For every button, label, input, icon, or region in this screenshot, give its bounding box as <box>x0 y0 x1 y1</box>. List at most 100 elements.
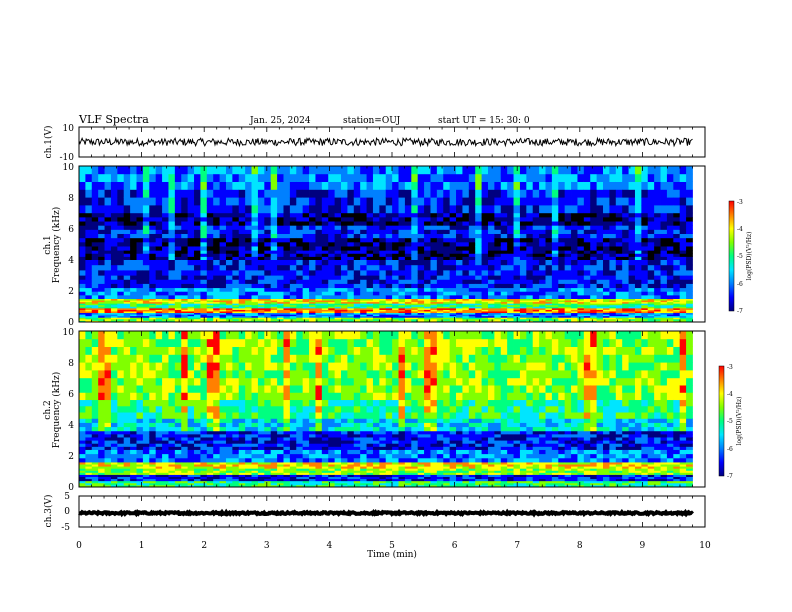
spectrogram-cell <box>104 320 112 323</box>
spectrogram-cell <box>213 221 220 226</box>
spectrogram-cell <box>123 303 131 306</box>
spectrogram-cell <box>251 241 259 247</box>
spectrogram-cell <box>372 291 380 296</box>
spectrogram-cell <box>117 354 125 363</box>
spectrogram-cell <box>481 264 489 271</box>
spectrogram-cell <box>564 294 572 299</box>
spectrogram-cell <box>155 315 163 318</box>
spectrogram-cell <box>654 309 661 312</box>
spectrogram-cell <box>590 212 598 218</box>
spectrogram-cell <box>379 300 387 303</box>
spectrogram-cell <box>398 311 406 314</box>
spectrogram-cell <box>181 300 189 303</box>
spectrogram-cell <box>519 264 527 271</box>
spectrogram-cell <box>424 314 431 317</box>
spectrogram-cell <box>85 466 93 469</box>
spectrogram-cell <box>110 484 118 488</box>
spectrogram-cell <box>155 317 163 320</box>
spectrogram-cell <box>232 212 240 218</box>
spectrogram-cell <box>430 294 438 299</box>
spectrogram-cell <box>360 287 367 292</box>
spectrogram-cell <box>686 189 693 198</box>
spectrogram-cell <box>296 225 304 230</box>
spectrogram-cell <box>462 259 470 266</box>
spectrogram-cell <box>142 301 150 304</box>
spectrogram-cell <box>213 189 220 198</box>
spectrogram-cell <box>91 468 99 471</box>
spectrogram-cell <box>494 298 502 301</box>
spectrogram-cell <box>85 392 93 401</box>
spectrogram-cell <box>475 237 482 243</box>
spectrogram-cell <box>372 181 380 190</box>
spectrogram-cell <box>149 216 157 222</box>
spectrogram-cell <box>686 311 693 314</box>
spectrogram-cell <box>436 229 444 234</box>
spectrogram-cell <box>315 250 323 254</box>
spectrogram-cell <box>149 354 157 363</box>
spectrogram-cell <box>162 480 169 484</box>
spectrogram-cell <box>647 237 655 243</box>
spectrogram-cell <box>194 237 201 243</box>
spectrogram-cell <box>162 309 169 312</box>
spectrogram-cell <box>360 315 367 318</box>
spectrogram-cell <box>526 311 534 314</box>
spectrogram-cell <box>353 216 361 222</box>
spectrogram-cell <box>181 237 189 243</box>
spectrogram-cell <box>341 256 348 260</box>
spectrogram-cell <box>660 298 668 301</box>
spectrogram-cell <box>296 300 304 303</box>
spectrogram-cell <box>85 318 93 321</box>
spectrogram-cell <box>98 462 105 465</box>
spectrogram-cell <box>596 173 604 182</box>
spectrogram-cell <box>110 166 118 175</box>
spectrogram-cell <box>462 241 470 247</box>
spectrogram-cell <box>194 474 201 477</box>
spectrogram-cell <box>411 189 419 198</box>
spectrogram-cell <box>110 229 118 234</box>
spectrogram-cell <box>398 216 406 222</box>
spectrogram-cell <box>654 270 661 276</box>
spectrogram-cell <box>162 468 169 471</box>
spectrogram-cell <box>162 283 169 289</box>
spectrogram-cell <box>296 279 304 284</box>
spectrogram-cell <box>341 225 348 230</box>
spectrogram-cell <box>136 250 144 254</box>
spectrogram-cell <box>321 307 329 310</box>
spectrogram-cell <box>117 426 125 432</box>
spectrogram-cell <box>372 312 380 315</box>
spectrogram-cell <box>91 470 99 473</box>
spectrogram-cell <box>302 233 310 239</box>
spectrogram-cell <box>660 181 668 190</box>
spectrogram-cell <box>353 181 361 190</box>
spectrogram-cell <box>673 309 681 312</box>
spectrogram-cell <box>513 300 521 303</box>
spectrogram-cell <box>353 309 361 312</box>
spectrogram-cell <box>334 173 342 182</box>
spectrogram-cell <box>123 354 131 363</box>
spectrogram-cell <box>232 253 240 257</box>
spectrogram-cell <box>634 318 642 321</box>
spectrogram-cell <box>686 314 693 317</box>
spectrogram-cell <box>194 433 201 438</box>
spectrogram-cell <box>98 233 105 239</box>
spectrogram-cell <box>500 309 508 312</box>
spectrogram-cell <box>238 216 246 222</box>
spectrogram-cell <box>603 237 610 243</box>
spectrogram-cell <box>245 212 252 218</box>
spectrogram-cell <box>507 317 514 320</box>
spectrogram-cell <box>130 412 137 419</box>
spectrogram-cell <box>507 298 514 301</box>
spectrogram-cell <box>430 256 438 260</box>
spectrogram-cell <box>194 457 201 463</box>
spectrogram-cell <box>149 468 157 471</box>
spectrogram-cell <box>583 320 591 323</box>
spectrogram-cell <box>174 422 182 428</box>
spectrogram-cell <box>130 377 137 386</box>
spectrogram-cell <box>110 446 118 450</box>
spectrogram-cell <box>634 229 642 234</box>
spectrogram-cell <box>641 233 649 239</box>
spectrogram-cell <box>136 303 144 306</box>
spectrogram-cell <box>481 306 489 309</box>
spectrogram-cell <box>341 233 348 239</box>
spectrogram-cell <box>104 457 112 463</box>
